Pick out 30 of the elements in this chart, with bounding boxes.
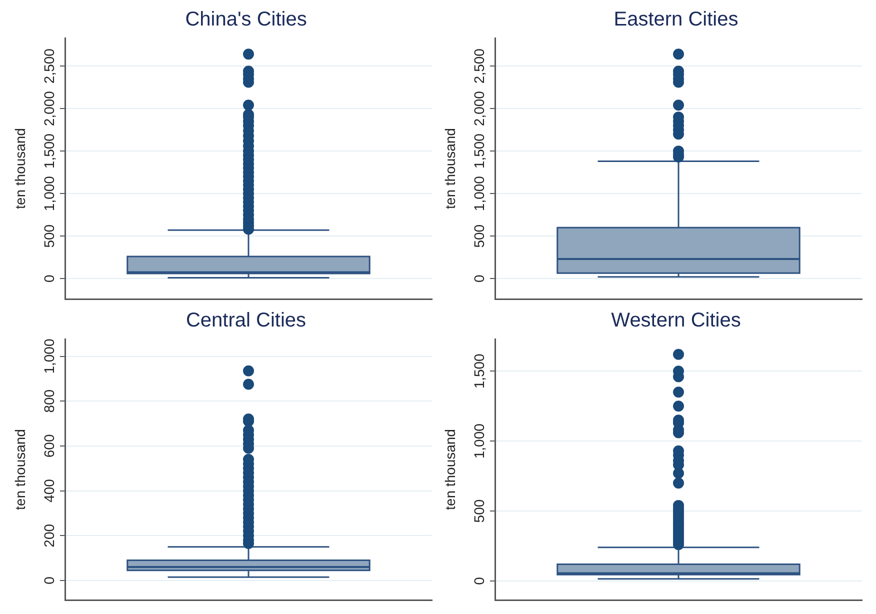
y-tick-label: 0	[40, 274, 57, 282]
y-tick-label: 1,000	[470, 176, 487, 212]
y-tick-label: 2,500	[470, 48, 487, 84]
chart-title: Central Cities	[186, 310, 306, 332]
chart-title: China's Cities	[185, 8, 307, 31]
y-tick-label: 1,500	[40, 133, 57, 169]
y-axis-title: ten thousand	[442, 429, 458, 510]
y-axis-title: ten thousand	[12, 429, 28, 510]
y-tick-label: 500	[470, 224, 487, 248]
y-tick-label: 1,000	[40, 176, 57, 212]
chart-title: Western Cities	[611, 310, 741, 332]
y-tick-label: 2,000	[470, 90, 487, 126]
y-tick-label: 500	[470, 499, 487, 523]
y-tick-label: 500	[40, 224, 57, 248]
y-tick-label: 1,500	[470, 353, 487, 389]
chart-title: Eastern Cities	[614, 8, 738, 31]
y-tick-label: 0	[470, 274, 487, 282]
y-tick-label: 800	[40, 389, 57, 413]
y-tick-label: 2,000	[40, 90, 57, 126]
y-tick-label: 400	[40, 478, 57, 502]
y-tick-label: 2,500	[40, 48, 57, 84]
y-tick-label: 200	[40, 524, 57, 548]
y-axis-title: ten thousand	[12, 128, 28, 209]
y-tick-label: 600	[40, 434, 57, 458]
y-tick-label: 1,500	[470, 133, 487, 169]
y-tick-label: 0	[470, 576, 487, 585]
y-tick-label: 0	[40, 576, 57, 584]
y-tick-label: 1,000	[40, 338, 57, 374]
y-tick-label: 1,000	[470, 423, 487, 459]
y-axis-title: ten thousand	[442, 128, 458, 209]
